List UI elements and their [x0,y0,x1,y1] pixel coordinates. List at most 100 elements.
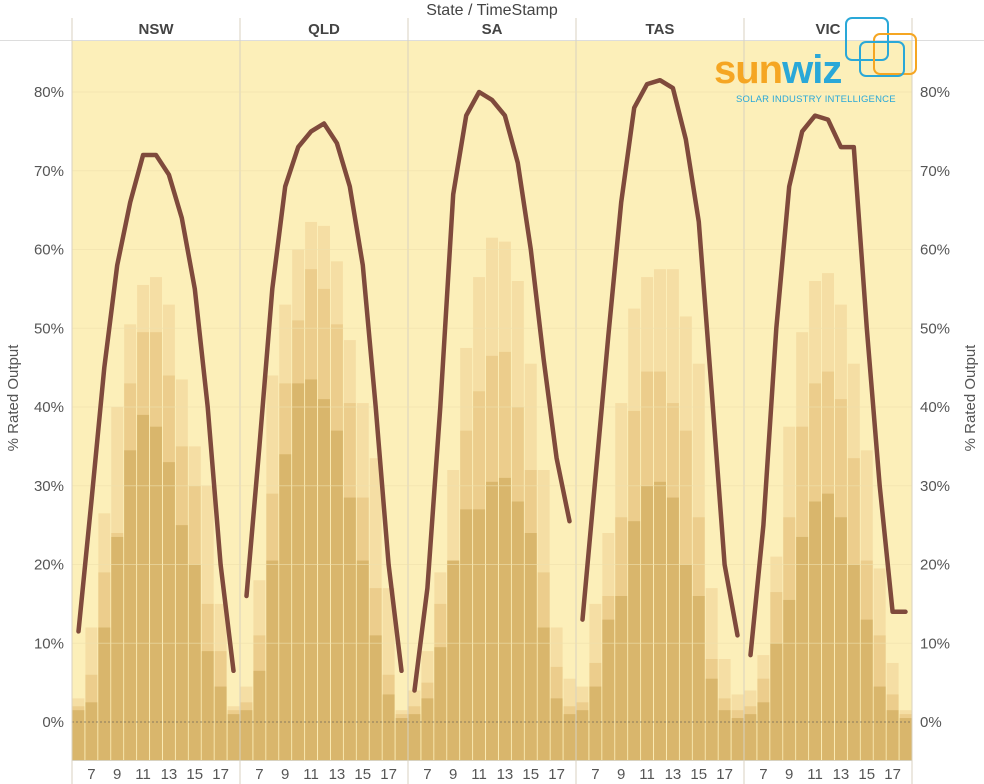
panel-sa [408,237,576,760]
x-tick-label: 15 [186,766,203,783]
y-tick-label-right: 60% [920,242,950,259]
y-tick-label-right: 0% [920,714,942,731]
x-tick-label: 15 [690,766,707,783]
bar-dark [253,670,266,760]
y-tick-label-left: 70% [34,163,64,180]
panel-vic [744,273,912,760]
max-output-line-nsw [76,152,236,674]
x-tick-label: 7 [423,766,431,783]
panel-header-sa: SA [482,21,503,38]
y-tick-label-right: 10% [920,635,950,652]
x-tick-label: 9 [617,766,625,783]
y-tick-label-right: 40% [920,399,950,416]
panel-header-tas: TAS [646,21,675,38]
bar-dark [382,694,395,760]
x-tick-label: 13 [497,766,514,783]
bar-dark [744,714,757,760]
bar-dark [124,450,137,760]
bar-dark [692,596,705,760]
bar-dark [511,501,524,760]
bar-dark [654,481,666,760]
max-output-line-vic [748,113,908,658]
y-tick-label-left: 50% [34,320,64,337]
panel-header-qld: QLD [308,21,340,38]
x-tick-label: 15 [522,766,539,783]
y-tick-label-left: 0% [42,714,64,731]
bar-dark [860,619,873,760]
x-tick-label: 9 [449,766,457,783]
bar-dark [731,718,744,760]
chart-title: State / TimeStamp [426,2,558,19]
bar-dark [137,414,150,760]
bar-dark [602,619,615,760]
bar-dark [628,521,641,760]
y-tick-label-left: 30% [34,478,64,495]
x-tick-label: 9 [785,766,793,783]
x-tick-label: 7 [591,766,599,783]
x-tick-label: 11 [471,766,487,783]
y-tick-label-right: 20% [920,557,950,574]
bar-dark [576,710,589,760]
bar-dark [783,599,796,760]
x-tick-label: 7 [255,766,263,783]
logo-tagline: SOLAR INDUSTRY INTELLIGENCE [736,94,896,105]
y-tick-label-left: 20% [34,557,64,574]
bar-dark [175,525,188,760]
bar-dark [434,647,447,760]
y-tick-label-left: 60% [34,242,64,259]
bar-dark [266,560,279,760]
x-tick-label: 17 [884,766,901,783]
y-axis-title-left: % Rated Output [5,344,22,452]
bar-dark [408,714,421,760]
x-tick-label: 9 [113,766,121,783]
x-tick-label: 15 [858,766,875,783]
bar-dark [98,627,111,760]
bar-dark [150,426,162,760]
panel-header-vic: VIC [815,21,840,38]
bar-dark [873,686,886,760]
bar-dark [718,710,731,760]
x-tick-label: 17 [716,766,733,783]
bar-dark [227,714,240,760]
bar-dark [770,643,783,760]
panel-nsw [72,277,240,760]
bar-dark [486,481,498,760]
bar-dark [589,686,602,760]
x-tick-label: 13 [161,766,178,783]
bar-dark [369,635,382,760]
bar-dark [550,698,563,760]
y-tick-label-right: 50% [920,320,950,337]
x-tick-label: 11 [639,766,655,783]
y-tick-label-right: 70% [920,163,950,180]
bar-dark [615,596,628,760]
bar-dark [72,710,85,760]
bar-dark [679,564,692,760]
x-tick-label: 15 [354,766,371,783]
bar-dark [822,493,834,760]
x-tick-label: 17 [380,766,397,783]
bar-dark [292,383,305,760]
bar-dark [705,678,718,760]
x-tick-label: 13 [833,766,850,783]
y-axis-title-right: % Rated Output [962,344,979,452]
panel-tas [576,269,744,760]
x-tick-label: 17 [212,766,229,783]
bar-dark [473,509,486,760]
bar-dark [188,564,201,760]
bar-dark [395,718,408,760]
max-output-line-tas [580,77,740,638]
x-tick-label: 17 [548,766,565,783]
bar-dark [85,702,98,760]
bar-dark [343,497,356,760]
sunwiz-logo: sunwiz SOLAR INDUSTRY INTELLIGENCE [712,16,924,110]
bar-dark [537,627,550,760]
bar-dark [279,454,292,760]
bar-dark [563,714,576,760]
bar-dark [834,517,847,760]
logo-word-wiz: wiz [782,48,842,92]
x-tick-label: 13 [665,766,682,783]
bar-dark [201,651,214,760]
x-tick-label: 11 [135,766,151,783]
y-tick-label-left: 10% [34,635,64,652]
